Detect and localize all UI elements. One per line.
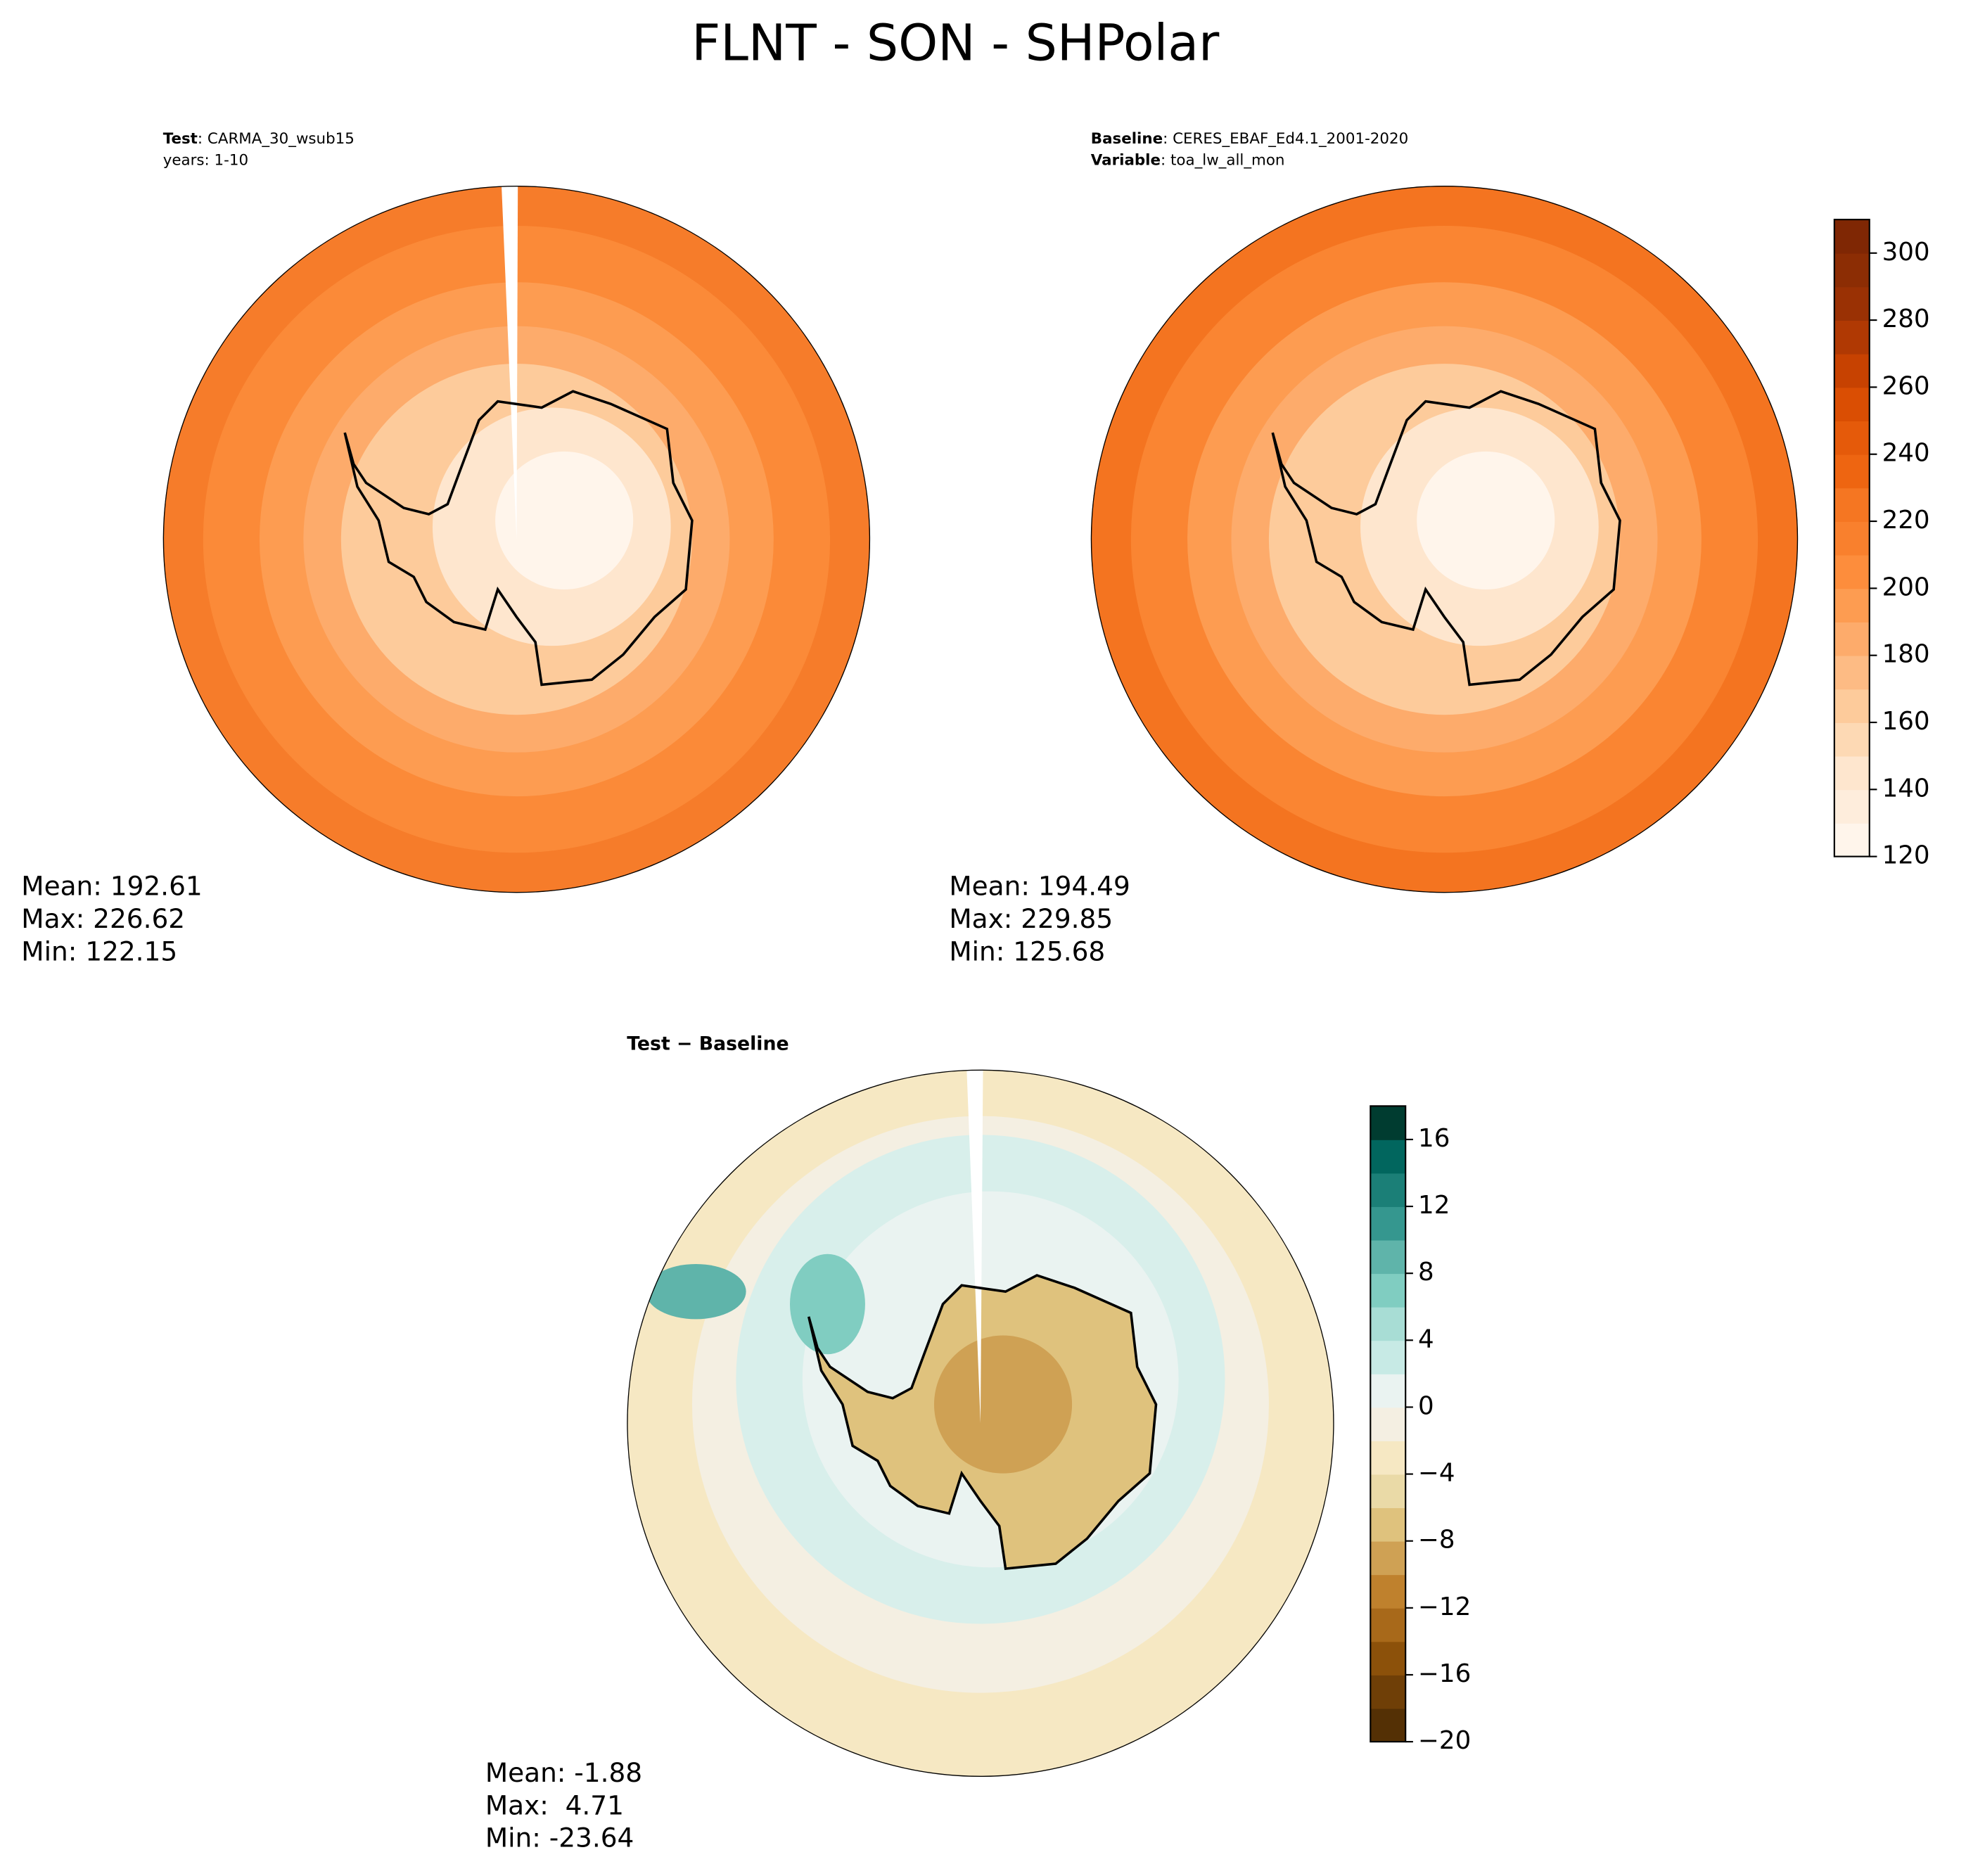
- colorbar-segment: [1370, 1674, 1406, 1709]
- colorbar-tick-label: 120: [1882, 841, 1930, 870]
- colorbar-segment: [1834, 487, 1870, 522]
- colorbar-segment: [1834, 320, 1870, 355]
- colorbar-tick-label: 16: [1418, 1124, 1450, 1153]
- label-text: : CERES_EBAF_Ed4.1_2001-2020: [1163, 130, 1408, 148]
- colorbar-tick-label: 280: [1882, 305, 1930, 333]
- colorbar-tick-label: 4: [1418, 1325, 1434, 1353]
- colorbar-segment: [1370, 1407, 1406, 1441]
- label-text: : CARMA_30_wsub15: [198, 130, 355, 148]
- stat-line: Mean: 194.49: [949, 871, 1130, 902]
- stat-line: Max: 226.62: [21, 903, 185, 934]
- panel-label: Test: CARMA_30_wsub15: [163, 130, 355, 148]
- colorbar-segment: [1370, 1641, 1406, 1676]
- colorbar-tick-label: 240: [1882, 439, 1930, 468]
- colorbar-segment: [1834, 755, 1870, 791]
- colorbar-tick-label: −12: [1418, 1593, 1471, 1621]
- colorbar-segment: [1370, 1273, 1406, 1308]
- panel-title: Test − Baseline: [627, 1033, 789, 1055]
- panel-label: Variable: toa_lw_all_mon: [1091, 151, 1285, 169]
- stat-line: Max: 4.71: [485, 1789, 624, 1820]
- colorbar-segment: [1370, 1441, 1406, 1475]
- colorbar-segment: [1370, 1373, 1406, 1408]
- colorbar-tick-label: −16: [1418, 1659, 1471, 1688]
- colorbar-segment: [1370, 1239, 1406, 1275]
- colorbar-segment: [1370, 1340, 1406, 1374]
- colorbar-segment: [1370, 1708, 1406, 1742]
- colorbar-tick-label: 8: [1418, 1258, 1434, 1287]
- colorbar-segment: [1370, 1106, 1406, 1140]
- colorbar-tick-label: 220: [1882, 506, 1930, 535]
- colorbar-segment: [1370, 1474, 1406, 1509]
- colorbar-tick-label: 0: [1418, 1391, 1434, 1420]
- colorbar-segment: [1834, 622, 1870, 656]
- colorbar-segment: [1834, 353, 1870, 388]
- colorbar-segment: [1370, 1139, 1406, 1174]
- colorbar-tick-label: −4: [1418, 1459, 1455, 1488]
- stat-line: Max: 229.85: [949, 903, 1113, 934]
- colorbar-tick-label: −20: [1418, 1726, 1471, 1755]
- colorbar-segment: [1834, 655, 1870, 690]
- figure-title: FLNT - SON - SHPolar: [691, 14, 1220, 72]
- colorbar-frame: [1833, 219, 1870, 857]
- stat-line: Min: -23.64: [485, 1823, 634, 1853]
- colorbar-segment: [1370, 1206, 1406, 1241]
- panel-label: Baseline: CERES_EBAF_Ed4.1_2001-2020: [1091, 130, 1408, 148]
- colorbar-segment: [1834, 219, 1870, 254]
- label-text: years: 1-10: [163, 151, 248, 169]
- colorbar-segment: [1834, 554, 1870, 589]
- panel-label: years: 1-10: [163, 151, 248, 169]
- map-test: [162, 185, 871, 893]
- colorbar-segment: [1370, 1306, 1406, 1341]
- colorbar-segment: [1370, 1574, 1406, 1609]
- colorbar-segment: [1834, 588, 1870, 623]
- colorbar-tick-label: 160: [1882, 707, 1930, 736]
- colorbar-segment: [1834, 253, 1870, 288]
- colorbar-tick-label: 260: [1882, 371, 1930, 400]
- colorbar-segment: [1834, 286, 1870, 321]
- map-baseline: [1090, 185, 1799, 893]
- colorbar-segment: [1834, 689, 1870, 723]
- colorbar-segment: [1370, 1607, 1406, 1642]
- colorbar-tick-label: 180: [1882, 640, 1930, 669]
- stat-line: Min: 125.68: [949, 936, 1105, 966]
- colorbar-segment: [1834, 722, 1870, 757]
- map-difference: [627, 1069, 1334, 1778]
- colorbar-segment: [1834, 822, 1870, 857]
- colorbar-tick-label: 300: [1882, 238, 1930, 267]
- colorbar-segment: [1834, 421, 1870, 455]
- label-text: : toa_lw_all_mon: [1161, 151, 1284, 169]
- colorbar-segment: [1834, 454, 1870, 489]
- stat-line: Mean: 192.61: [21, 871, 202, 902]
- colorbar-segment: [1370, 1173, 1406, 1207]
- stat-line: Mean: -1.88: [485, 1757, 642, 1788]
- label-key: Baseline: [1091, 130, 1163, 148]
- colorbar-segment: [1834, 521, 1870, 556]
- colorbar-tick-label: 200: [1882, 573, 1930, 601]
- colorbar-segment: [1370, 1540, 1406, 1576]
- colorbar-tick-label: −8: [1418, 1526, 1455, 1555]
- stat-line: Min: 122.15: [21, 936, 177, 966]
- colorbar-segment: [1834, 387, 1870, 421]
- colorbar-tick-label: 140: [1882, 774, 1930, 803]
- label-key: Test: [163, 130, 198, 148]
- colorbar-frame: [1370, 1105, 1407, 1743]
- colorbar-tick-label: 12: [1418, 1191, 1450, 1220]
- colorbar-segment: [1370, 1507, 1406, 1542]
- label-key: Variable: [1091, 151, 1161, 169]
- colorbar-segment: [1834, 789, 1870, 824]
